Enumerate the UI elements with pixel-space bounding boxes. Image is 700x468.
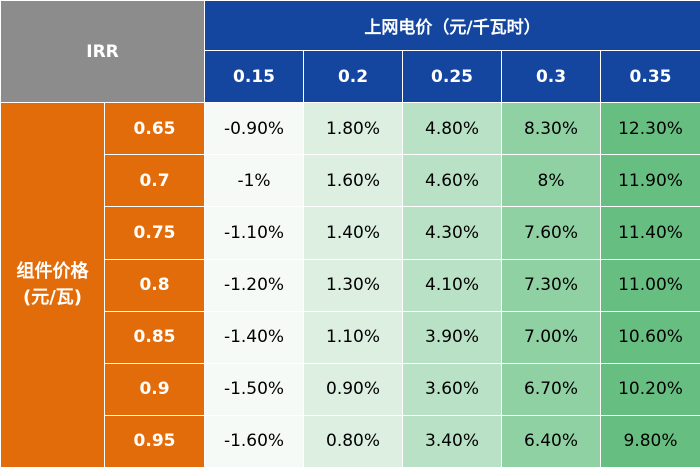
table-cell: 10.20% bbox=[600, 362, 700, 416]
table-cell: 6.70% bbox=[501, 362, 602, 416]
table-cell: 0.80% bbox=[303, 414, 404, 468]
row-label: 0.75 bbox=[103, 206, 206, 260]
table-row: 组件价格 (元/瓦) 0.65 -0.90% 1.80% 4.80% 8.30%… bbox=[0, 102, 700, 468]
table-cell: 3.60% bbox=[402, 362, 503, 416]
table-cell: 11.00% bbox=[600, 258, 700, 312]
row-label: 0.9 bbox=[103, 362, 206, 416]
column-header: 0.3 bbox=[501, 50, 602, 104]
table-cell: 4.10% bbox=[402, 258, 503, 312]
table-cell: 1.10% bbox=[303, 310, 404, 364]
table-cell: -1.40% bbox=[204, 310, 305, 364]
table-cell: 1.60% bbox=[303, 154, 404, 208]
row-group-label: 组件价格 (元/瓦) bbox=[0, 102, 105, 468]
column-header: 0.15 bbox=[204, 50, 305, 104]
table-row: 0.9 -1.50% 0.90% 3.60% 6.70% 10.20% bbox=[1, 362, 700, 416]
table-row: 0.75 -1.10% 1.40% 4.30% 7.60% 11.40% bbox=[1, 206, 700, 260]
row-label: 0.85 bbox=[103, 310, 206, 364]
table-cell: 4.80% bbox=[402, 102, 503, 156]
column-header: 0.25 bbox=[402, 50, 503, 104]
table-cell: -0.90% bbox=[204, 102, 305, 156]
row-label: 0.8 bbox=[103, 258, 206, 312]
table-cell: 9.80% bbox=[600, 414, 700, 468]
row-group-label-line2: (元/瓦) bbox=[22, 287, 83, 309]
row-label: 0.95 bbox=[103, 414, 206, 468]
table-cell: 3.40% bbox=[402, 414, 503, 468]
header-row-title: IRR 上网电价（元/千瓦时） bbox=[0, 0, 700, 104]
table-cell: -1.10% bbox=[204, 206, 305, 260]
table-cell: 3.90% bbox=[402, 310, 503, 364]
corner-label: IRR bbox=[0, 0, 206, 104]
table-cell: 1.30% bbox=[303, 258, 404, 312]
table-cell: 4.60% bbox=[402, 154, 503, 208]
table-cell: -1.20% bbox=[204, 258, 305, 312]
table-cell: 1.80% bbox=[303, 102, 404, 156]
table-cell: 10.60% bbox=[600, 310, 700, 364]
table-cell: 11.40% bbox=[600, 206, 700, 260]
table-row: 0.85 -1.40% 1.10% 3.90% 7.00% 10.60% bbox=[1, 310, 700, 364]
column-group-title: 上网电价（元/千瓦时） bbox=[204, 0, 700, 52]
table-row: 0.95 -1.60% 0.80% 3.40% 6.40% 9.80% bbox=[1, 414, 700, 468]
table-cell: 7.30% bbox=[501, 258, 602, 312]
table-cell: 0.90% bbox=[303, 362, 404, 416]
table-cell: -1% bbox=[204, 154, 305, 208]
table-cell: 6.40% bbox=[501, 414, 602, 468]
table-cell: 8.30% bbox=[501, 102, 602, 156]
table-cell: 4.30% bbox=[402, 206, 503, 260]
row-label: 0.65 bbox=[103, 102, 206, 156]
table-cell: 11.90% bbox=[600, 154, 700, 208]
table-cell: 7.00% bbox=[501, 310, 602, 364]
table-cell: 8% bbox=[501, 154, 602, 208]
table-row: 0.7 -1% 1.60% 4.60% 8% 11.90% bbox=[1, 154, 700, 208]
row-group-label-line1: 组件价格 bbox=[16, 261, 89, 283]
column-header: 0.2 bbox=[303, 50, 404, 104]
table-cell: -1.50% bbox=[204, 362, 305, 416]
column-header: 0.35 bbox=[600, 50, 700, 104]
table-cell: 12.30% bbox=[600, 102, 700, 156]
row-label: 0.7 bbox=[103, 154, 206, 208]
table-cell: -1.60% bbox=[204, 414, 305, 468]
header-row-values: 0.15 0.2 0.25 0.3 0.35 bbox=[1, 50, 700, 104]
table-row: 0.8 -1.20% 1.30% 4.10% 7.30% 11.00% bbox=[1, 258, 700, 312]
table-cell: 1.40% bbox=[303, 206, 404, 260]
table-cell: 7.60% bbox=[501, 206, 602, 260]
